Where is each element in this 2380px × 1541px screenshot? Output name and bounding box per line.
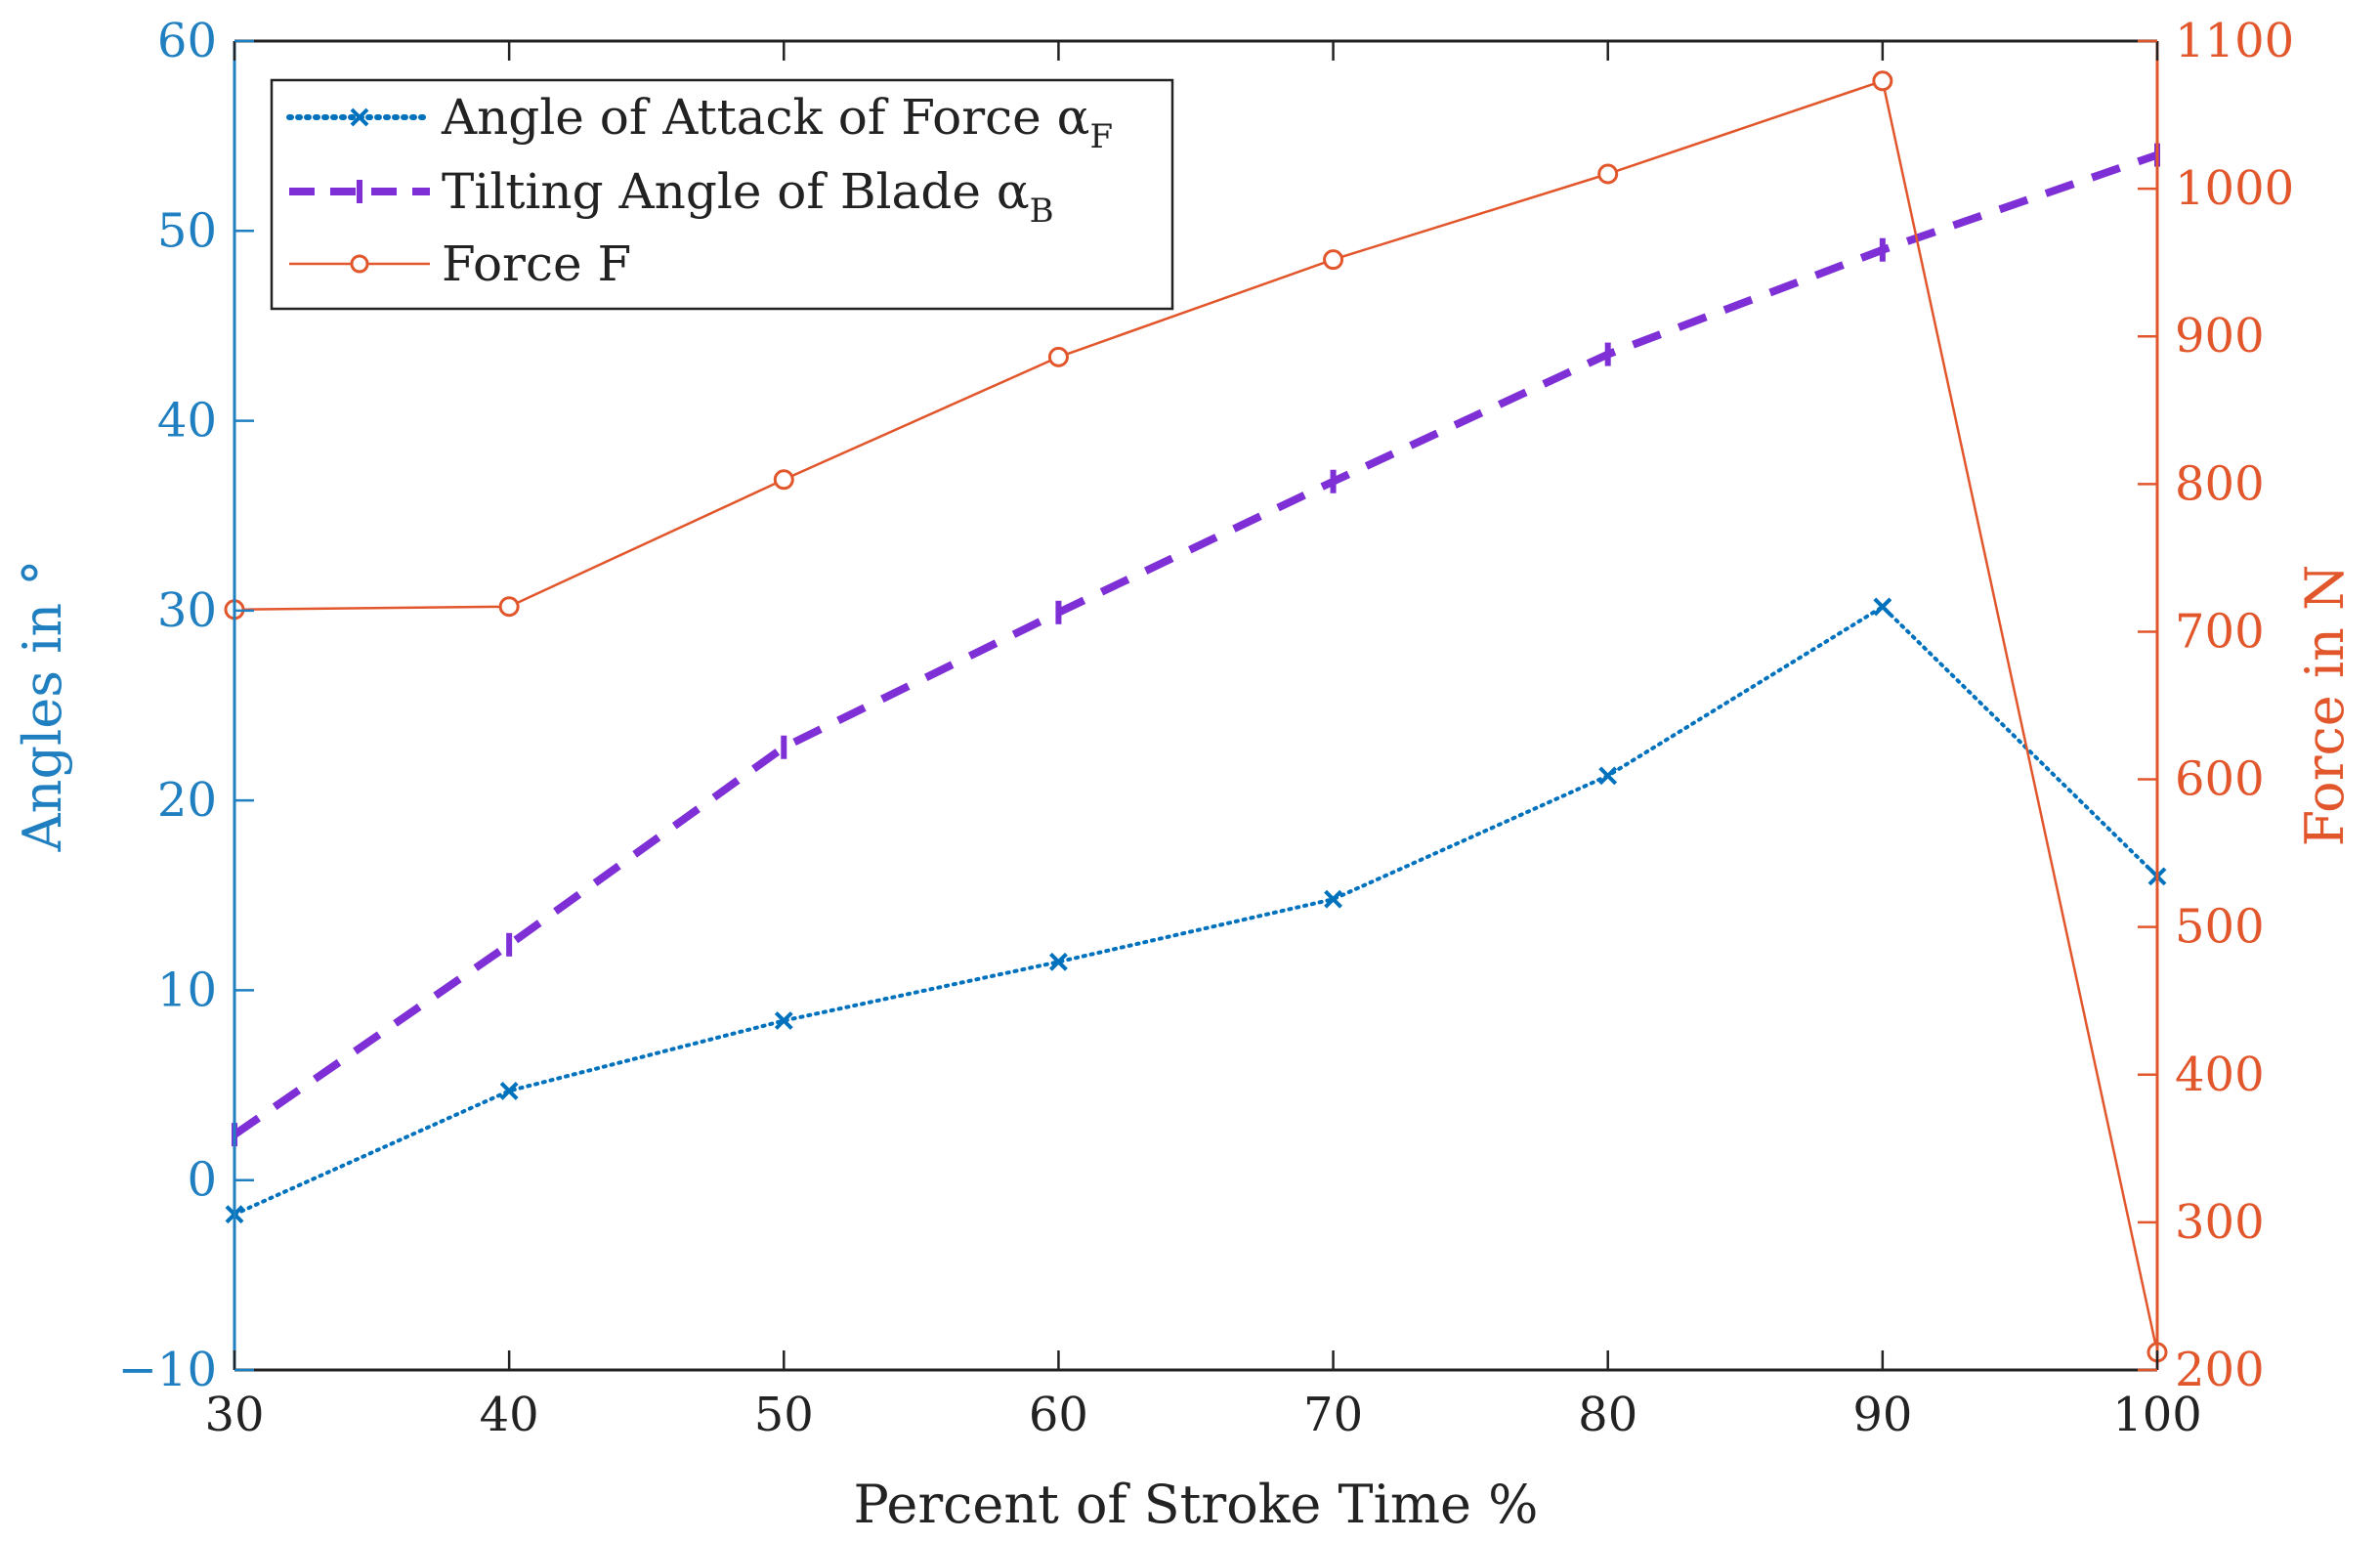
right-tick-label: 500	[2175, 900, 2265, 955]
right-tick-label: 600	[2175, 752, 2265, 807]
legend-item-tilting-angle: Tilting Angle of Blade αB	[289, 163, 1054, 231]
series-point-force	[773, 469, 794, 491]
series-point-af	[499, 1081, 519, 1100]
series-point-af	[1873, 597, 1892, 617]
left-tick-label: 0	[187, 1153, 217, 1208]
left-tick-label: −10	[118, 1343, 217, 1397]
legend-label-force: Force F	[442, 235, 631, 292]
left-tick-label: 60	[157, 14, 217, 68]
series-point-force	[1597, 163, 1619, 185]
series-point-af	[1049, 952, 1068, 971]
left-tick-label: 10	[157, 963, 217, 1017]
series-layer	[224, 70, 2168, 1363]
series-point-force	[1872, 70, 1893, 92]
right-tick-label: 700	[2175, 604, 2265, 659]
series-point-force	[498, 596, 520, 618]
left-tick-label: 50	[157, 203, 217, 258]
right-tick-label: 300	[2175, 1195, 2265, 1250]
series-line-af	[233, 605, 2159, 1217]
left-tick-label: 30	[157, 583, 217, 638]
left-axis-ticks: −10 0 10 20 30 40 50 60	[118, 14, 254, 1397]
right-tick-label: 800	[2175, 456, 2265, 511]
left-axis-title: Angles in °	[12, 560, 73, 853]
x-tick-label: 60	[1029, 1388, 1088, 1442]
x-tick-label: 30	[204, 1388, 264, 1442]
right-axis-title: Force in N	[2294, 565, 2356, 847]
series-point-af	[1598, 766, 1618, 786]
right-tick-label: 1000	[2175, 161, 2294, 216]
x-tick-label: 40	[480, 1388, 539, 1442]
right-axis-ticks: 200 300 400 500 600 700 800 900 1000 1100	[2138, 14, 2294, 1397]
series-point-force	[1047, 346, 1069, 367]
legend-label-tilting-angle: Tilting Angle of Blade αB	[442, 163, 1054, 231]
x-tick-label: 90	[1852, 1388, 1912, 1442]
left-tick-label: 40	[157, 394, 217, 449]
legend: Angle of Attack of Force αF Tilting Angl…	[270, 78, 1174, 311]
legend-marker-circle	[350, 254, 369, 274]
left-tick-label: 20	[157, 773, 217, 828]
x-axis-title: Percent of Stroke Time %	[854, 1474, 1539, 1535]
x-tick-label: 50	[754, 1388, 814, 1442]
series-line-force	[234, 79, 2159, 1353]
series-point-force	[1323, 249, 1344, 271]
series-point-af	[774, 1011, 793, 1030]
legend-item-force: Force F	[289, 235, 631, 292]
x-tick-label: 70	[1303, 1388, 1363, 1442]
series-point-af	[1324, 889, 1342, 909]
right-tick-label: 400	[2175, 1048, 2265, 1102]
legend-item-angle-of-attack: Angle of Attack of Force αF	[286, 89, 1113, 156]
legend-marker-x	[350, 107, 369, 127]
right-tick-label: 900	[2175, 309, 2265, 364]
axes-frame	[233, 39, 2159, 1372]
right-tick-label: 200	[2175, 1343, 2265, 1397]
x-axis-ticks: 30 40 50 60 70 80 90 100	[204, 41, 2202, 1442]
x-tick-label: 100	[2112, 1388, 2202, 1442]
legend-label-angle-of-attack: Angle of Attack of Force αF	[441, 89, 1113, 156]
series-line-ab	[232, 150, 2159, 1138]
right-tick-label: 1100	[2175, 14, 2294, 68]
x-tick-label: 80	[1578, 1388, 1637, 1442]
